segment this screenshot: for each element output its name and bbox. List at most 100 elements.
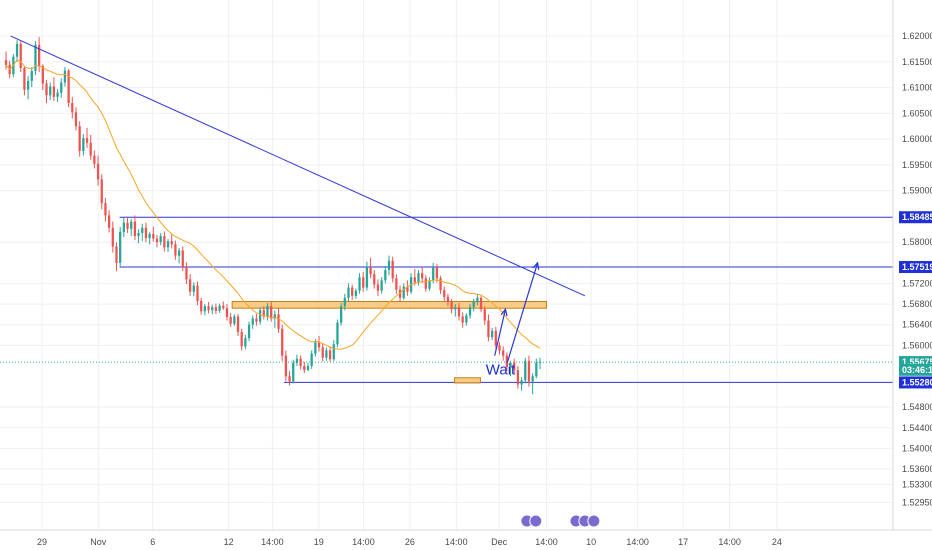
candle-body-up [417,273,420,283]
candle-body-up [454,307,457,310]
candle-body-up [122,222,125,232]
price-badge-level [899,211,932,224]
candle-body-down [483,309,486,321]
candle-body-down [41,65,44,84]
time-axis[interactable]: 29 Nov 6 12 14:00 19 14:00 26 14:00 Dec 14:00 10 14:… [37,537,782,547]
x-tick-label: 29 [37,537,47,547]
y-tick-label: 1.56000 [902,340,932,350]
price-badge-text: 1.58485 [902,212,932,222]
price-badge-text: 1.57519 [902,262,932,272]
x-tick-label: 14:00 [352,537,375,547]
candle-body-down [181,250,184,267]
candle-body-down [461,316,464,323]
y-tick-label: 1.56800 [902,299,932,309]
candle-body-down [78,126,81,151]
candle-body-up [538,361,542,363]
candle-body-down [505,355,508,367]
x-tick-label: 24 [772,537,782,547]
candle-body-down [376,284,380,291]
horizontal-levels [0,216,893,383]
candle-body-down [398,289,402,298]
candle-body-down [144,227,148,239]
candle-body-down [516,370,520,385]
descending-trendline [10,35,586,297]
candle-body-up [476,297,479,303]
candle-body-up [148,233,151,239]
x-tick-label: 14:00 [261,537,284,547]
candle-body-down [443,290,446,297]
x-tick-label: 17 [678,537,688,547]
candle-body-down [303,365,306,371]
arrow-head [532,261,540,270]
candle-body-up [380,280,383,291]
candle-body-up [159,236,162,243]
candle-body-down [74,112,78,127]
x-tick-label: 6 [150,537,155,547]
candle-body-up [531,376,534,382]
candle-body-down [89,142,92,156]
candle-body-up [490,330,494,338]
candle-body-down [126,222,129,229]
candle-body-down [255,318,258,322]
candle-body-down [115,246,118,263]
candle-body-down [277,314,280,329]
trendline [10,35,586,297]
candle-body-down [284,355,288,377]
candle-body-up [244,338,247,347]
candle-body-down [281,328,284,356]
candle-body-down [413,277,416,283]
x-tick-label: 10 [586,537,596,547]
y-tick-label: 1.58000 [902,237,932,247]
candle-body-down [494,330,497,346]
candle-body-up [468,307,472,316]
x-tick-label: 19 [314,537,324,547]
y-tick-label: 1.60500 [902,108,932,118]
candle-body-up [119,231,122,263]
y-tick-label: 1.53600 [902,464,932,474]
candle-body-up [266,306,269,317]
candle-body-up [509,362,512,367]
candle-body-down [262,310,265,317]
zones [231,301,548,384]
candle-body-down [200,300,203,312]
candle-body-up [233,316,236,324]
candle-body-down [196,285,199,301]
candle-body-down [214,307,218,311]
candle-body-down [240,331,243,347]
time-axis-background [0,530,932,550]
x-tick-label: Dec [491,537,508,547]
candle-body-up [295,358,299,363]
candle-body-up [137,232,140,237]
zone-rectangle [454,377,481,384]
x-tick-label: 14:00 [626,537,649,547]
candle-body-down [229,316,232,324]
arrows [494,261,540,364]
x-tick-label: 12 [224,537,234,547]
candle-body-down [395,278,398,290]
candle-body-down [207,306,210,311]
price-badge-level [899,376,932,389]
event-markers [520,514,601,528]
y-tick-label: 1.57200 [902,278,932,288]
x-tick-label: Nov [90,537,107,547]
price-badge-text: 1.55675 [902,357,932,367]
gridlines [0,0,893,530]
candle-body-up [310,353,313,366]
x-tick-label: 14:00 [445,537,468,547]
y-tick-label: 1.54800 [902,402,932,412]
candle-body-down [107,215,111,228]
arrow-shaft [506,262,539,364]
candle-body-down [152,233,155,239]
candle-body-down [100,179,103,204]
arrow-head [500,307,508,317]
candle-body-down [502,350,505,356]
candle-body-down [270,306,273,319]
candle-body-down [435,266,439,279]
x-tick-label: 26 [405,537,415,547]
candle-body-down [38,44,41,66]
candle-body-down [424,278,427,289]
y-tick-label: 1.54000 [902,443,932,453]
candle-body-up [520,380,523,385]
price-axis[interactable]: 1.62000 1.61500 1.61000 1.60500 1.60000 1.595… [899,31,932,508]
